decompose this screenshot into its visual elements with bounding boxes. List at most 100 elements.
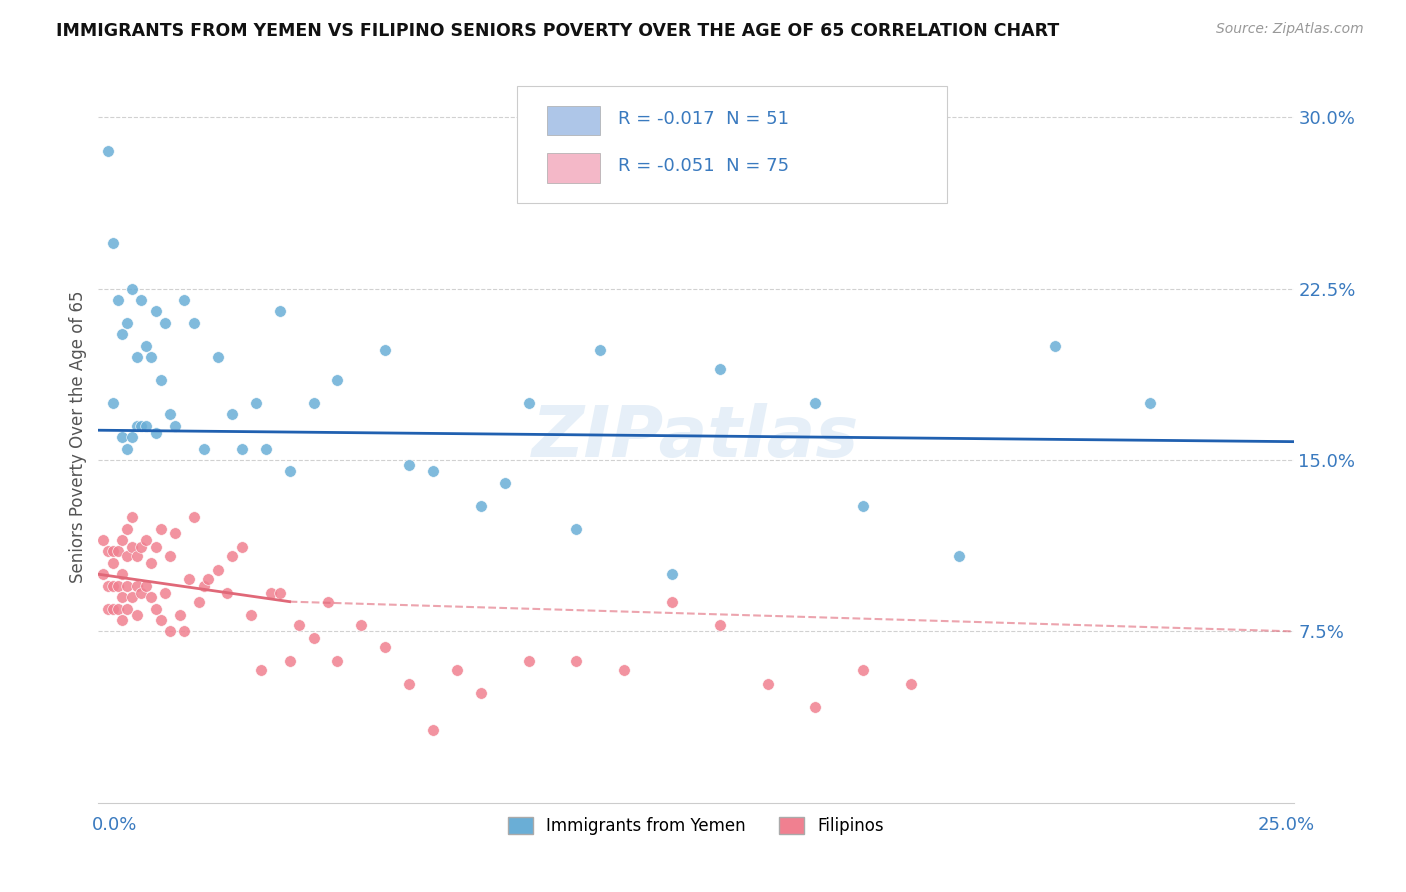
Legend: Immigrants from Yemen, Filipinos: Immigrants from Yemen, Filipinos [501, 811, 891, 842]
Point [422, 723, 444, 737]
Point [207, 563, 229, 577]
Point [173, 624, 195, 639]
Point [278, 654, 301, 668]
Point [125, 579, 148, 593]
Point [217, 585, 239, 599]
Point [169, 608, 191, 623]
Point [470, 686, 492, 700]
Text: 0.0%: 0.0% [91, 816, 136, 834]
Point [139, 350, 162, 364]
Point [613, 663, 636, 677]
Point [948, 549, 970, 563]
Point [121, 590, 143, 604]
Point [125, 418, 148, 433]
Point [101, 396, 124, 410]
Point [163, 526, 186, 541]
Point [145, 540, 167, 554]
Point [565, 521, 588, 535]
Point [900, 677, 922, 691]
Point [159, 549, 181, 563]
Point [269, 585, 291, 599]
Point [91, 567, 114, 582]
Point [240, 608, 263, 623]
Point [374, 640, 396, 655]
Point [149, 613, 172, 627]
Point [804, 699, 827, 714]
Point [756, 677, 779, 691]
Point [852, 663, 875, 677]
Point [121, 510, 143, 524]
Point [269, 304, 291, 318]
Point [316, 595, 339, 609]
Point [97, 145, 120, 159]
Point [193, 442, 215, 456]
FancyBboxPatch shape [547, 106, 600, 135]
Point [101, 601, 124, 615]
Point [97, 601, 120, 615]
Point [121, 540, 143, 554]
Point [661, 595, 683, 609]
Point [115, 442, 138, 456]
Point [470, 499, 492, 513]
Point [91, 533, 114, 547]
Point [326, 373, 349, 387]
Point [101, 579, 124, 593]
Point [111, 613, 134, 627]
Point [97, 544, 120, 558]
Point [139, 556, 162, 570]
Point [101, 235, 124, 250]
Point [111, 327, 134, 342]
Point [115, 549, 138, 563]
Point [231, 442, 253, 456]
FancyBboxPatch shape [517, 86, 948, 203]
Point [179, 572, 201, 586]
Point [135, 579, 157, 593]
Point [101, 544, 124, 558]
Point [221, 549, 243, 563]
Point [131, 293, 153, 307]
Point [374, 343, 396, 358]
Point [517, 396, 540, 410]
Point [131, 540, 153, 554]
Point [852, 499, 875, 513]
Text: ZIPatlas: ZIPatlas [533, 402, 859, 472]
Point [254, 442, 277, 456]
Point [288, 617, 311, 632]
Point [398, 677, 420, 691]
Point [259, 585, 281, 599]
Point [517, 654, 540, 668]
Point [111, 430, 134, 444]
Point [661, 567, 683, 582]
Point [115, 521, 138, 535]
Point [1139, 396, 1161, 410]
Point [149, 373, 172, 387]
Point [1043, 338, 1066, 352]
Point [804, 396, 827, 410]
Point [494, 475, 516, 490]
Point [115, 316, 138, 330]
Point [125, 549, 148, 563]
Point [709, 361, 731, 376]
Y-axis label: Seniors Poverty Over the Age of 65: Seniors Poverty Over the Age of 65 [69, 291, 87, 583]
Point [107, 293, 129, 307]
Point [187, 595, 209, 609]
Point [97, 579, 120, 593]
Point [221, 407, 243, 421]
Point [709, 617, 731, 632]
Point [183, 316, 205, 330]
Point [115, 601, 138, 615]
Point [131, 585, 153, 599]
Point [159, 624, 181, 639]
Point [111, 533, 134, 547]
Point [135, 418, 157, 433]
Point [197, 572, 219, 586]
Text: IMMIGRANTS FROM YEMEN VS FILIPINO SENIORS POVERTY OVER THE AGE OF 65 CORRELATION: IMMIGRANTS FROM YEMEN VS FILIPINO SENIOR… [56, 22, 1060, 40]
Point [446, 663, 468, 677]
Point [107, 544, 129, 558]
Point [589, 343, 612, 358]
FancyBboxPatch shape [547, 153, 600, 183]
Point [278, 464, 301, 478]
Point [245, 396, 267, 410]
Point [183, 510, 205, 524]
Point [145, 304, 167, 318]
